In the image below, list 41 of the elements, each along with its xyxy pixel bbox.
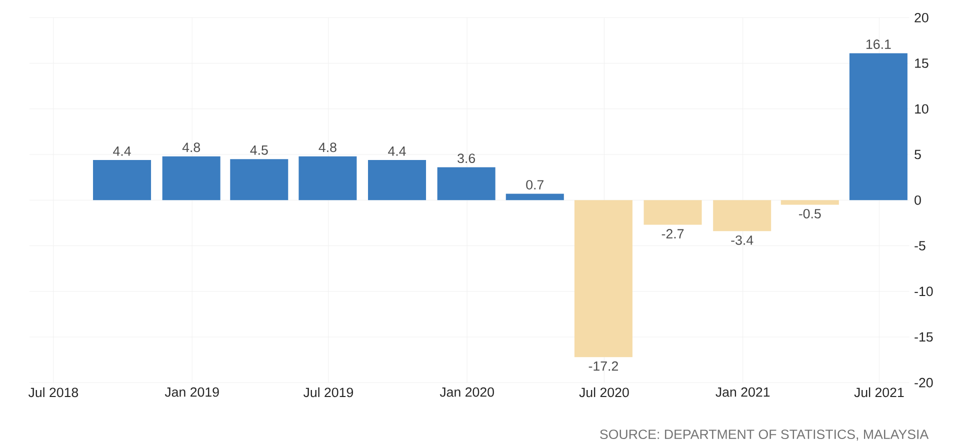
x-tick-label: Jan 2019 bbox=[164, 387, 219, 397]
x-tick-label: Jan 2020 bbox=[440, 387, 494, 397]
data-label: -17.2 bbox=[588, 361, 618, 371]
y-tick-label: 0 bbox=[914, 195, 921, 205]
x-tick-label: Jul 2020 bbox=[579, 387, 629, 398]
data-label: 4.8 bbox=[318, 142, 336, 152]
data-label: 4.8 bbox=[182, 142, 200, 152]
data-label: 16.1 bbox=[866, 40, 891, 49]
bar bbox=[230, 159, 288, 200]
bar bbox=[849, 53, 908, 200]
bar bbox=[713, 200, 772, 232]
y-tick-label: 20 bbox=[914, 12, 928, 22]
y-tick-label: -20 bbox=[914, 378, 933, 388]
bar bbox=[93, 160, 152, 200]
x-tick-label: Jul 2018 bbox=[28, 387, 78, 398]
data-label: 0.7 bbox=[526, 180, 544, 190]
x-tick-label: Jul 2019 bbox=[303, 387, 354, 398]
bar bbox=[368, 160, 426, 200]
y-tick-label: -5 bbox=[914, 241, 926, 250]
bar bbox=[780, 200, 839, 205]
source-note: SOURCE: DEPARTMENT OF STATISTICS, MALAYSIA bbox=[600, 430, 929, 441]
y-tick-label: 10 bbox=[915, 104, 928, 114]
data-label: -0.5 bbox=[798, 208, 821, 218]
x-tick-label: Jul 2021 bbox=[854, 387, 904, 398]
y-tick-label: 15 bbox=[915, 58, 928, 68]
data-label: -3.4 bbox=[731, 235, 754, 245]
data-label: -2.7 bbox=[662, 229, 684, 238]
data-label: 3.6 bbox=[458, 154, 476, 164]
y-tick-label: -10 bbox=[914, 286, 933, 296]
y-tick-label: -15 bbox=[914, 332, 933, 342]
bar bbox=[506, 194, 564, 200]
bar bbox=[437, 167, 496, 200]
bar bbox=[298, 156, 357, 200]
data-label: 4.5 bbox=[250, 146, 268, 155]
data-label: 4.4 bbox=[113, 146, 131, 156]
x-tick-label: Jan 2021 bbox=[716, 387, 770, 397]
bar bbox=[574, 200, 632, 358]
bar bbox=[162, 156, 220, 200]
data-label: 4.4 bbox=[388, 146, 406, 156]
bar bbox=[644, 200, 702, 225]
y-tick-label: 5 bbox=[914, 150, 921, 160]
